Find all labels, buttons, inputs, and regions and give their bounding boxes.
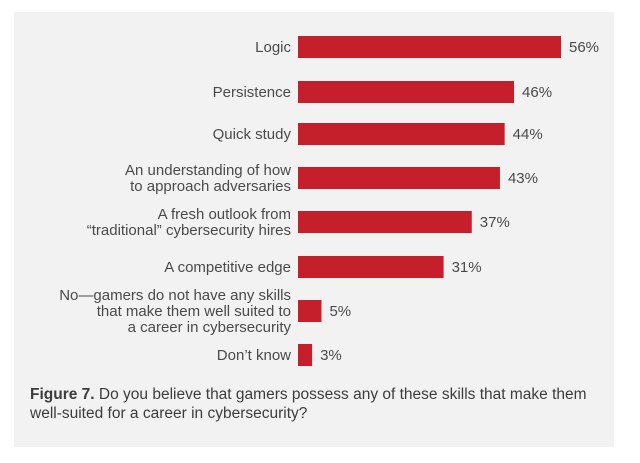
category-label-line: A fresh outlook from [158, 206, 291, 223]
category-label-2: Quick study [213, 126, 292, 143]
category-label-line: “traditional” cybersecurity hires [87, 222, 291, 239]
category-label-4: A fresh outlook from “traditional” cybers… [87, 206, 291, 239]
figure-caption-text: Do you believe that gamers possess any o… [30, 386, 587, 422]
category-label-line: that make them well suited to [97, 303, 291, 320]
bar-1 [298, 81, 515, 103]
value-label-6: 5% [329, 303, 351, 320]
value-label-4: 37% [480, 214, 510, 231]
category-label-0: Logic [255, 39, 291, 56]
bar-chart: 56% Logic 46% Persistence 44% Quick study 43% A… [59, 36, 599, 366]
value-label-7: 3% [320, 347, 342, 364]
bar-6 [298, 300, 322, 322]
figure-label: Figure 7. [30, 386, 95, 403]
figure-caption: Figure 7. Do you believe that gamers pos… [30, 385, 590, 423]
value-label-3: 43% [508, 170, 538, 187]
category-label-7: Don’t know [217, 347, 291, 364]
bar-4 [298, 211, 472, 233]
value-label-1: 46% [522, 84, 552, 101]
category-label-line: Don’t know [217, 347, 291, 364]
bar-0 [298, 36, 561, 58]
category-label-3: An understanding of how to approach adver… [125, 162, 291, 195]
category-label-line: Persistence [213, 84, 291, 101]
bar-5 [298, 256, 444, 278]
category-label-6: No—gamers do not have any skills that mak… [59, 287, 291, 336]
category-label-line: No—gamers do not have any skills [59, 287, 291, 304]
value-label-5: 31% [452, 259, 482, 276]
category-label-1: Persistence [213, 84, 291, 101]
category-label-line: Quick study [213, 126, 292, 143]
category-label-line: An understanding of how [125, 162, 291, 179]
category-label-line: A competitive edge [164, 259, 291, 276]
category-label-line: a career in cybersecurity [128, 319, 292, 336]
bar-3 [298, 167, 500, 189]
bar-7 [298, 344, 313, 366]
bar-2 [298, 123, 505, 145]
value-label-0: 56% [569, 39, 599, 56]
value-label-2: 44% [513, 126, 543, 143]
category-label-line: Logic [255, 39, 291, 56]
category-label-5: A competitive edge [164, 259, 291, 276]
category-label-line: to approach adversaries [130, 178, 291, 195]
